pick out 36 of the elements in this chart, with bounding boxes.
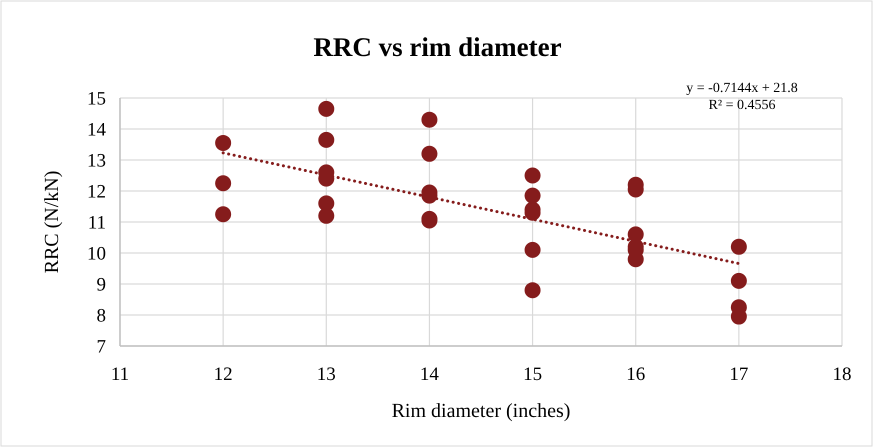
x-tick-label: 14 xyxy=(420,364,440,385)
y-tick-label: 14 xyxy=(87,120,106,141)
point xyxy=(215,134,232,151)
point xyxy=(215,175,232,192)
x-tick-label: 13 xyxy=(316,364,336,385)
chart-title: RRC vs rim diameter xyxy=(313,32,562,62)
point xyxy=(524,168,541,184)
y-tick-label: 12 xyxy=(87,182,106,203)
x-tick-label: 15 xyxy=(523,364,542,385)
y-tick-label: 10 xyxy=(87,244,106,265)
point xyxy=(318,132,334,148)
point xyxy=(730,272,747,289)
text: y = -0.7144x + 21.8 xyxy=(686,81,798,96)
annotation: R² = 0.4556 xyxy=(708,98,776,113)
x-tick-label: 18 xyxy=(832,364,852,385)
x-tick-label: 17 xyxy=(729,364,748,385)
y-tick-label: 8 xyxy=(96,306,106,327)
x-axis-title: Rim diameter (inches) xyxy=(392,400,570,422)
y-tick-label: 11 xyxy=(88,212,106,234)
point xyxy=(421,112,438,128)
point xyxy=(730,238,747,255)
point xyxy=(421,146,438,162)
point xyxy=(524,242,541,258)
x-tick-label: 16 xyxy=(626,364,646,385)
x-tick-label: 12 xyxy=(214,364,233,385)
y-axis-title: RRC (N/kN) xyxy=(41,170,63,274)
y-tick-label: 7 xyxy=(96,336,106,358)
y-tick-label: 15 xyxy=(87,88,106,110)
x-tick-label: 11 xyxy=(110,364,130,385)
point xyxy=(524,188,541,204)
y-tick-label: 9 xyxy=(96,274,106,296)
point xyxy=(524,282,541,298)
point xyxy=(318,208,334,224)
point xyxy=(215,206,232,222)
y-tick-label: 13 xyxy=(87,150,106,172)
point xyxy=(318,100,334,117)
